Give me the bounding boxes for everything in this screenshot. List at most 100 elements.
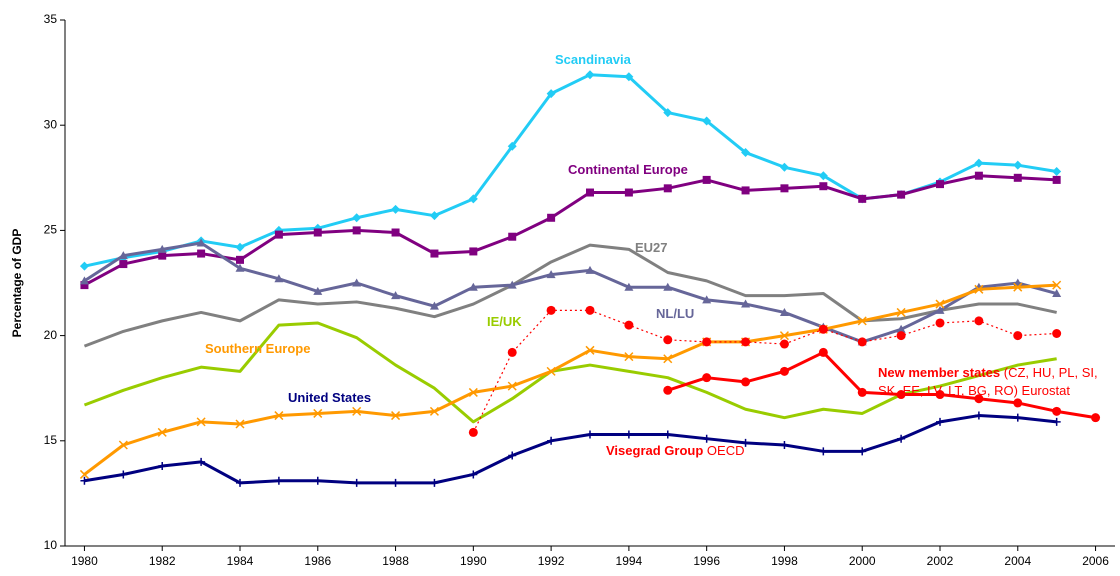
marker [79, 276, 89, 285]
marker [546, 305, 556, 315]
marker [197, 457, 206, 466]
marker [779, 339, 789, 349]
marker [547, 213, 556, 222]
x-tick-label: 2004 [1004, 554, 1031, 568]
series-name: EU27 [635, 240, 668, 255]
marker [663, 430, 672, 439]
y-tick-label: 20 [44, 328, 58, 342]
series-name: NL/LU [656, 306, 695, 321]
series-name: New member states [878, 365, 1001, 380]
marker [896, 390, 906, 400]
marker [935, 318, 945, 328]
marker [235, 263, 245, 272]
marker [624, 282, 634, 291]
marker [507, 280, 517, 289]
marker [974, 158, 984, 168]
marker [741, 438, 750, 447]
marker [1013, 398, 1023, 408]
marker [780, 441, 789, 450]
marker [274, 230, 283, 239]
marker [507, 347, 517, 357]
marker [507, 141, 517, 151]
series-name: Southern Europe [205, 341, 311, 356]
x-tick-label: 1998 [771, 554, 798, 568]
marker [624, 352, 634, 362]
marker [352, 406, 362, 416]
marker [663, 282, 673, 291]
marker [624, 430, 633, 439]
marker [819, 182, 828, 191]
marker [197, 249, 206, 258]
marker [779, 331, 789, 341]
marker [974, 411, 983, 420]
marker [702, 175, 711, 184]
marker [818, 324, 828, 334]
marker [1013, 413, 1022, 422]
series-line [83, 321, 1057, 424]
marker [546, 366, 556, 376]
marker [547, 436, 556, 445]
marker [624, 188, 633, 197]
series-line [83, 241, 1058, 344]
marker [352, 278, 362, 287]
marker [1013, 331, 1023, 341]
series-line [83, 243, 1057, 348]
marker [974, 316, 984, 326]
marker [274, 476, 283, 485]
marker [196, 417, 206, 427]
x-tick-label: 1996 [693, 554, 720, 568]
marker [391, 478, 400, 487]
x-tick-label: 1980 [71, 554, 98, 568]
marker [974, 394, 984, 404]
marker [236, 255, 244, 264]
series-line [472, 309, 1057, 433]
x-tick-label: 1988 [382, 554, 409, 568]
marker [468, 387, 478, 397]
marker [1052, 406, 1062, 416]
marker [1013, 282, 1023, 292]
series-label: Visegrad Group OECD [606, 443, 744, 458]
y-tick-label: 25 [44, 223, 58, 237]
series-label: New member states (CZ, HU, PL, SI, SK, E… [878, 364, 1110, 400]
marker [468, 282, 478, 291]
marker [702, 373, 712, 383]
marker [663, 184, 672, 193]
marker [313, 286, 323, 295]
marker [313, 476, 322, 485]
x-tick-label: 1994 [616, 554, 643, 568]
series-label: Southern Europe [205, 341, 310, 356]
marker [935, 299, 945, 309]
marker [157, 244, 167, 253]
marker [1052, 280, 1062, 290]
marker [585, 265, 595, 274]
marker [585, 305, 595, 315]
series-line [667, 350, 1096, 420]
marker [352, 213, 362, 223]
marker [857, 387, 867, 397]
marker [585, 345, 595, 355]
marker [119, 470, 128, 479]
marker [818, 171, 828, 181]
marker [780, 184, 789, 193]
marker [1052, 175, 1061, 184]
series-label: Scandinavia [555, 52, 631, 67]
marker [468, 427, 478, 437]
marker [741, 148, 751, 158]
marker [663, 108, 673, 118]
marker [236, 478, 244, 487]
marker [936, 180, 944, 189]
x-tick-label: 2000 [849, 554, 876, 568]
marker [391, 411, 401, 421]
marker [468, 194, 478, 204]
marker [974, 171, 983, 180]
marker [702, 434, 711, 443]
marker [79, 261, 89, 271]
series-name: Scandinavia [555, 52, 631, 67]
series-name: Continental Europe [568, 162, 688, 177]
marker [1013, 160, 1023, 170]
marker [702, 337, 712, 347]
marker [818, 347, 828, 357]
marker [741, 299, 751, 308]
